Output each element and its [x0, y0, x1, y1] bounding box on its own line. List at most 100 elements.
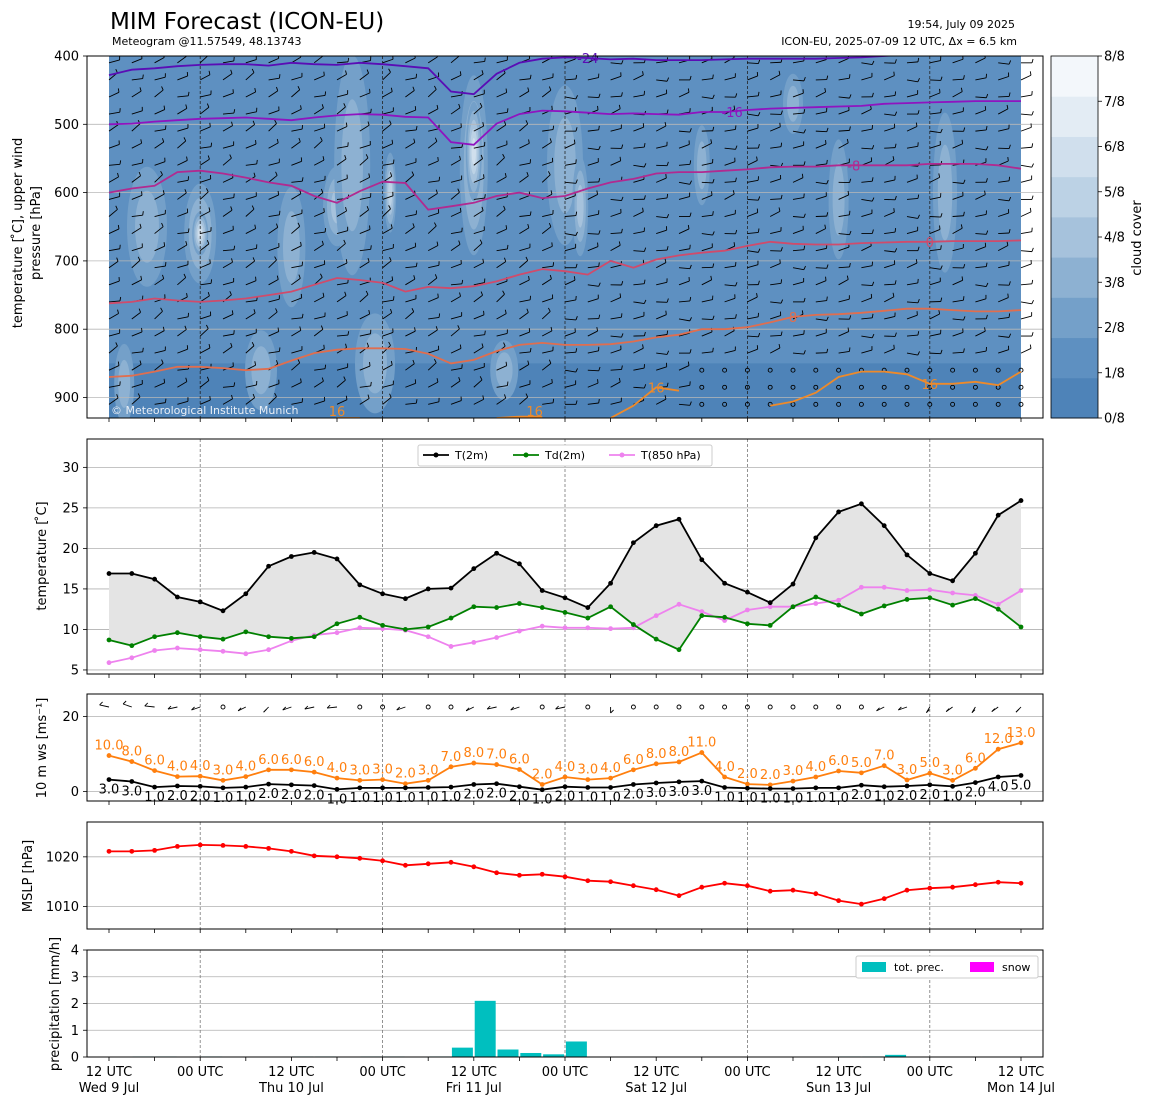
wind-barb	[998, 76, 1009, 81]
data-point	[380, 858, 385, 864]
wind-barb	[382, 384, 394, 388]
wind-barb	[747, 198, 759, 201]
wind-barb	[282, 706, 292, 711]
wind-barb-flag	[528, 139, 530, 144]
wind-barb	[313, 140, 323, 149]
wind-barb	[519, 90, 530, 98]
wind-barb-flag	[643, 195, 646, 200]
wind-barb	[314, 400, 325, 405]
wind-barb	[952, 332, 964, 337]
wind-barb	[792, 177, 804, 183]
mslp-y-label: MSLP [hPa]	[21, 840, 36, 912]
wind-barb-flag	[894, 248, 898, 253]
precip-bar	[565, 1041, 587, 1057]
wind-barb-flag	[575, 368, 578, 373]
upper-y-label-line1: temperature [ ̊C], upper wind	[10, 138, 26, 328]
wind-barb	[405, 77, 417, 81]
wind-barb-flag	[276, 275, 279, 280]
wind-barb	[655, 125, 667, 132]
precipitation-legend: tot. prec. snow	[855, 955, 1039, 979]
data-point	[334, 630, 340, 636]
wind-barb	[519, 383, 531, 388]
data-point	[973, 550, 978, 556]
data-point	[722, 880, 727, 886]
wind-barb-flag	[984, 190, 986, 195]
wind-barb	[177, 368, 189, 371]
wind-barb	[177, 140, 186, 149]
data-point	[289, 554, 294, 559]
legend-marker-t2m	[433, 452, 439, 458]
wind-barb	[678, 403, 690, 406]
wind-barb-flag	[504, 257, 507, 262]
wind-barb-flag	[479, 102, 483, 107]
wind-barb-flag	[252, 120, 256, 125]
wind-barb-flag	[555, 705, 559, 710]
wind-barb-flag	[642, 71, 644, 76]
wind-barb	[1020, 126, 1032, 132]
wind-barb	[564, 247, 576, 252]
wind-barb-flag	[210, 142, 213, 147]
wind-barb-flag	[849, 262, 851, 268]
data-point	[722, 614, 727, 620]
wind-barb-flag	[529, 74, 532, 79]
data-point	[950, 884, 955, 890]
wind-barb-flag	[665, 174, 667, 179]
wind-barb	[450, 192, 460, 200]
data-point	[403, 781, 408, 787]
wind-barb-flag	[1006, 241, 1009, 246]
wind-barb-flag	[621, 365, 623, 370]
data-point	[289, 767, 294, 773]
wind-barb	[656, 197, 668, 200]
wind-barb-flag	[961, 276, 964, 281]
wind-barb-flag	[991, 708, 996, 712]
wind-barb	[747, 179, 759, 183]
gust-label: 4.0	[167, 760, 188, 775]
wind-barb	[770, 146, 782, 149]
wind-barb-flag	[345, 122, 348, 127]
wind-barb	[1020, 315, 1032, 320]
calm-wind-marker	[858, 401, 864, 407]
wind-barb-flag	[780, 299, 784, 304]
wind-barb-flag	[459, 207, 462, 212]
wind-barb-flag	[210, 279, 213, 284]
wind-barb	[222, 313, 234, 320]
wind-barb	[770, 198, 782, 200]
wind-barb	[177, 231, 189, 235]
wind-barb-flag	[185, 377, 188, 382]
wind-barb-flag	[963, 127, 966, 132]
data-point	[767, 604, 773, 610]
wind-barb	[177, 95, 189, 98]
data-point	[448, 784, 454, 790]
data-point	[836, 768, 841, 774]
wind-barb-flag	[712, 347, 714, 352]
data-point	[859, 501, 864, 507]
wind-barb-flag	[528, 275, 530, 281]
x-tick-label: 12 UTC	[86, 1065, 132, 1080]
wind-barb-flag	[205, 324, 209, 329]
wind-barb-flag	[274, 256, 277, 261]
data-point	[1018, 740, 1024, 746]
wind-barb	[906, 61, 918, 64]
wind-barb	[656, 229, 667, 235]
wind-barb-flag	[757, 111, 761, 116]
wind-barb	[177, 381, 188, 388]
wind-barb	[473, 229, 485, 235]
wind-barb-flag	[940, 76, 943, 81]
wind-barb	[405, 194, 416, 200]
wind-barb-flag	[643, 143, 646, 148]
wind-barb	[359, 294, 369, 303]
wind-barb-flag	[803, 265, 806, 270]
data-point	[311, 853, 317, 859]
data-point	[357, 777, 363, 783]
wind-barb-flag	[666, 246, 669, 251]
wind-barb-flag	[689, 401, 692, 406]
wind-barb-flag	[162, 326, 165, 331]
wind-barb-flag	[208, 70, 211, 75]
speed-label: 3.0	[691, 784, 712, 799]
wind-barb	[587, 213, 599, 217]
wind-barb	[291, 277, 301, 286]
wind-barb	[633, 347, 644, 354]
dewpoint-spread-fill	[109, 500, 1021, 650]
wind-barb	[906, 93, 918, 98]
wind-barb	[747, 335, 759, 338]
